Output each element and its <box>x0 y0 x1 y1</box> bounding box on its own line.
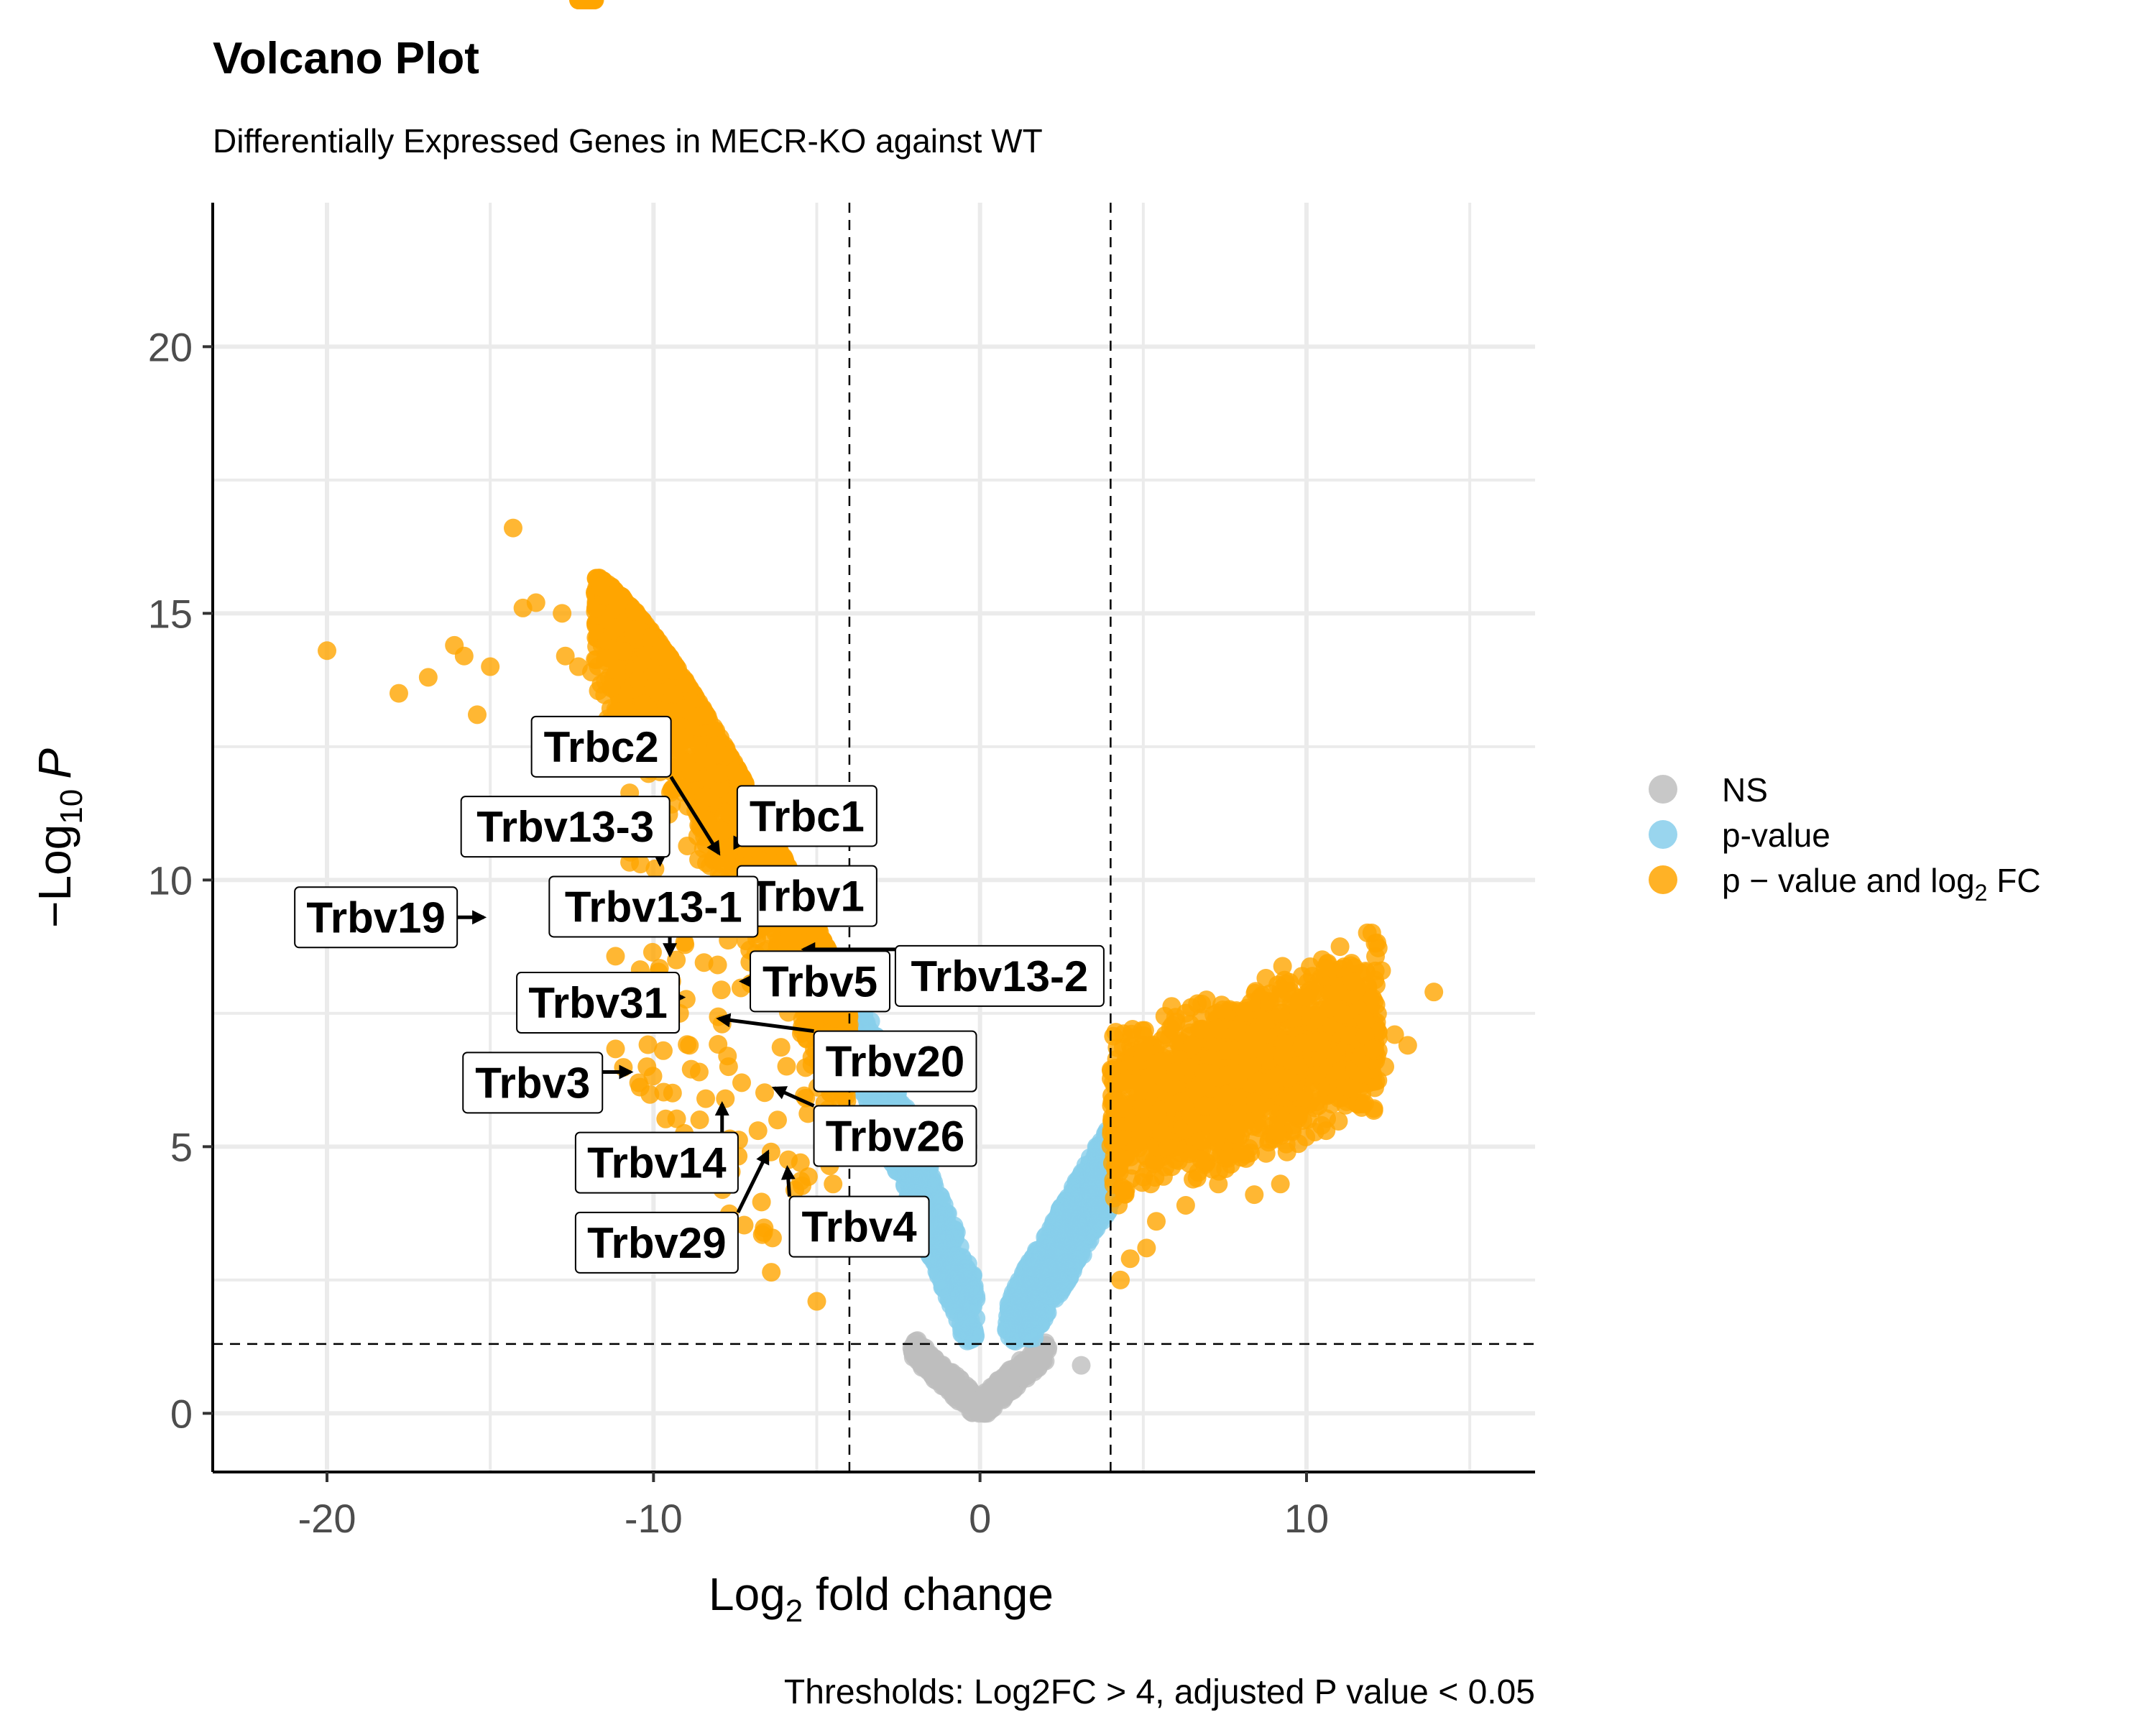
point-fc <box>628 670 648 689</box>
point-p <box>1023 1257 1042 1276</box>
point-p <box>1025 1328 1044 1348</box>
point-p <box>960 1301 980 1320</box>
point-p <box>1089 1213 1108 1233</box>
point-p <box>951 1315 970 1334</box>
point-fc <box>625 602 645 621</box>
point-p <box>1026 1300 1045 1319</box>
point-p <box>1051 1202 1070 1221</box>
point-fc <box>708 955 727 975</box>
point-fc <box>706 736 726 755</box>
point-fc <box>663 685 683 704</box>
point-p <box>932 1191 952 1210</box>
point-p <box>1050 1222 1069 1241</box>
point-fc <box>606 618 625 638</box>
point-fc <box>690 1110 709 1130</box>
point-fc <box>689 736 709 755</box>
point-p <box>1083 1166 1102 1185</box>
point-p <box>1038 1259 1058 1278</box>
point-fc <box>711 980 731 1000</box>
point-fc <box>777 1057 796 1076</box>
point-fc <box>663 1083 682 1103</box>
point-fc <box>695 707 714 726</box>
point-p <box>964 1283 983 1302</box>
point-fc <box>678 836 697 855</box>
point-fc <box>771 1038 791 1057</box>
point-fc <box>796 1058 816 1077</box>
point-ns <box>1072 1356 1091 1375</box>
point-ns <box>982 1382 1001 1402</box>
point-p <box>941 1295 960 1315</box>
point-fc <box>661 656 681 676</box>
point-fc <box>667 1109 686 1128</box>
point-p <box>1087 1196 1106 1215</box>
point-p <box>1046 1282 1066 1302</box>
point-fc <box>699 788 719 807</box>
point-fc <box>755 1083 774 1103</box>
point-fc <box>752 1192 771 1212</box>
chart-subtitle: Differentially Expressed Genes in MECR-K… <box>213 122 1043 160</box>
point-fc <box>1256 968 1276 988</box>
point-p <box>1068 1250 1087 1269</box>
point-p <box>945 1228 964 1248</box>
point-p <box>1003 1307 1022 1326</box>
point-fc <box>676 753 696 773</box>
point-p <box>1069 1215 1088 1235</box>
point-p <box>935 1206 954 1225</box>
point-fc <box>591 577 610 597</box>
point-p <box>1009 1279 1028 1298</box>
point-fc <box>710 821 729 840</box>
point-fc <box>614 1058 633 1077</box>
point-ns <box>942 1371 962 1391</box>
point-fc <box>762 1263 781 1282</box>
point-ns <box>925 1353 944 1373</box>
chart-title: Volcano Plot <box>213 34 479 83</box>
point-fc <box>606 1039 625 1059</box>
point-p <box>1079 1182 1099 1201</box>
point-p <box>900 1167 920 1186</box>
point-p <box>939 1251 958 1270</box>
point-fc <box>606 947 625 966</box>
point-p <box>933 1271 952 1290</box>
point-fc <box>642 942 662 962</box>
point-ns <box>1025 1359 1044 1379</box>
point-p <box>949 1265 969 1284</box>
point-ns <box>966 1393 985 1412</box>
point-fc <box>709 763 729 783</box>
point-fc <box>755 1218 774 1238</box>
point-p <box>1054 1244 1073 1264</box>
point-ns <box>906 1338 925 1358</box>
point-fc <box>614 642 633 661</box>
